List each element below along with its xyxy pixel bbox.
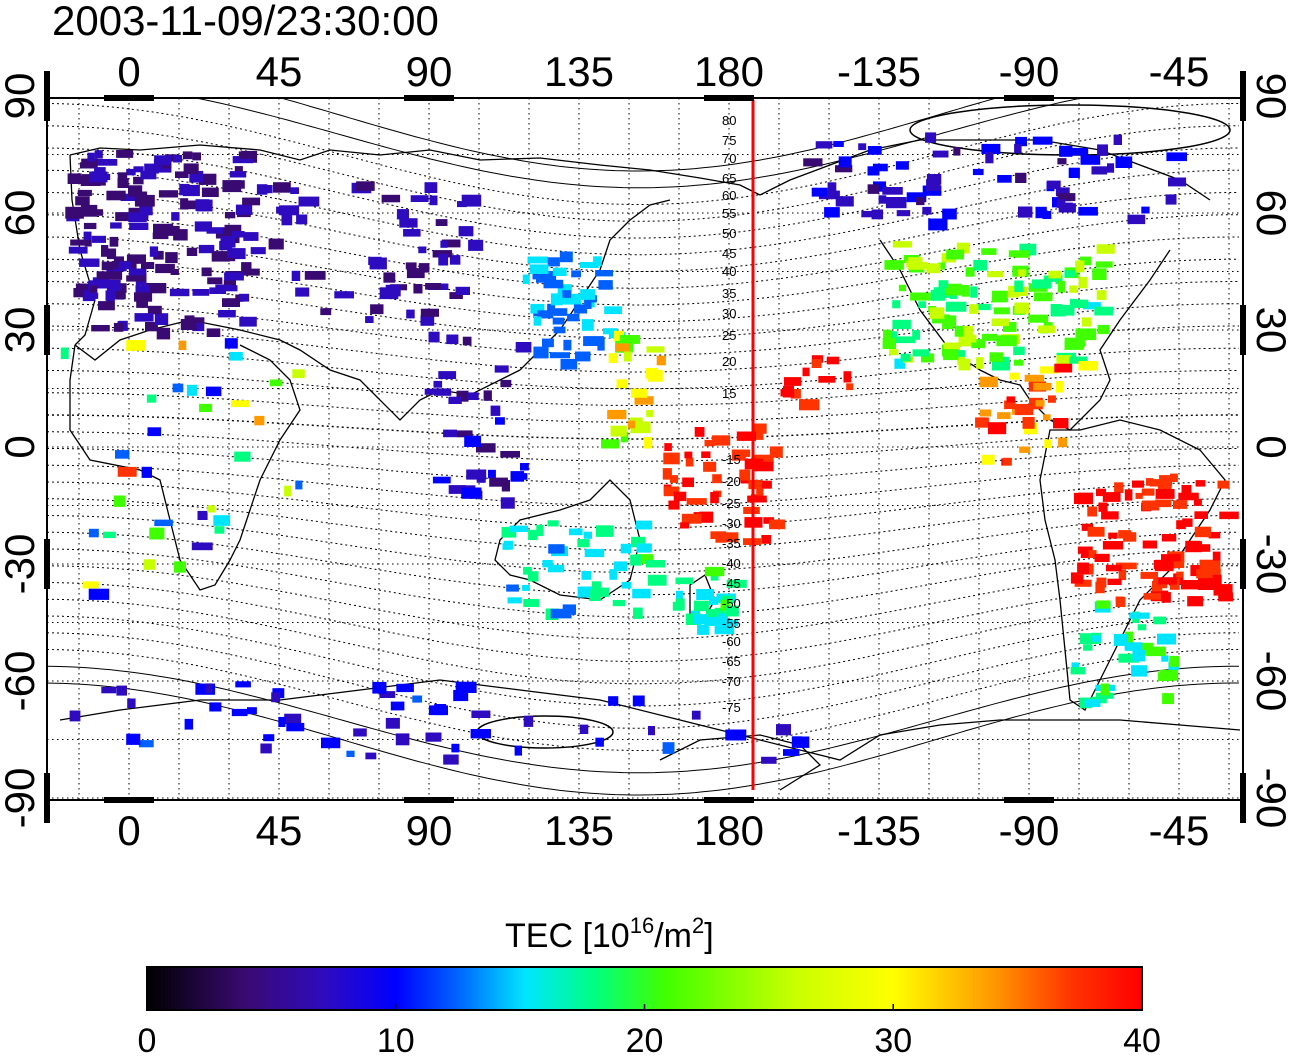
top-lon-label: 135 [544,48,614,95]
colorbar-tick-label: 30 [874,1022,912,1057]
magnetic-latitude-labels: 80 75 70 65 60 55 50 45 40 35 30 25 20 15 -15 -20 -25 -30… [722,113,741,715]
left-latitude-labels: 90 60 30 0 -30 -60 -90 [0,73,43,829]
bottom-lon-label: 45 [256,807,303,854]
mlat-label: -40 [722,556,741,571]
right-lat-label: -90 [1248,768,1292,829]
map-area: 80 75 70 65 60 55 50 45 40 35 30 25 20 15 -15 -20 -25 -30… [47,98,1243,800]
right-lat-label: 60 [1248,190,1292,237]
mlat-label: 45 [722,246,736,261]
mlat-label: 25 [722,328,736,343]
mlat-label: -55 [722,616,741,631]
map-frame-thick-ticks [44,71,1246,823]
timestamp-title: 2003-11-09/23:30:00 [52,0,439,44]
bottom-lon-label: -45 [1149,807,1210,854]
top-lon-label: 45 [256,48,303,95]
right-lat-label: 0 [1248,435,1292,458]
colorbar-tick-labels: 0 10 20 30 40 [138,1004,1161,1057]
top-lon-label: 0 [117,48,140,95]
left-lat-label: 90 [0,73,43,120]
bottom-lon-label: 0 [117,807,140,854]
mlat-label: 70 [722,151,736,166]
left-lat-label: 60 [0,190,43,237]
mlat-label: 15 [722,386,736,401]
left-lat-label: -90 [0,768,43,829]
mlat-label: 40 [722,264,736,279]
mlat-label: 75 [722,133,736,148]
top-lon-label: -90 [999,48,1060,95]
bottom-longitude-labels: 0 45 90 135 180 -135 -90 -45 [117,807,1209,854]
mlat-label: 65 [722,171,736,186]
mlat-label: -45 [722,576,741,591]
right-lat-label: -60 [1248,651,1292,712]
colorbar-tick-label: 40 [1123,1022,1161,1057]
mlat-label: -60 [722,634,741,649]
mlat-label: 60 [722,188,736,203]
mlat-label: 20 [722,354,736,369]
top-lon-label: -135 [837,48,921,95]
right-latitude-labels: 90 60 30 0 -30 -60 -90 [1248,73,1292,829]
right-lat-label: 30 [1248,307,1292,354]
top-longitude-labels: 0 45 90 135 180 -135 -90 -45 [117,48,1209,95]
mlat-label: -50 [722,596,741,611]
bottom-lon-label: 180 [694,807,764,854]
colorbar-title: TEC [1016/m2] [505,913,714,955]
mlat-label: -70 [722,674,741,689]
top-lon-label: -45 [1149,48,1210,95]
right-lat-label: -30 [1248,534,1292,595]
mlat-label: -20 [722,474,741,489]
magnetic-latitude-contours [47,98,1239,796]
bottom-lon-label: 135 [544,807,614,854]
top-lon-label: 90 [406,48,453,95]
mlat-label: -65 [722,654,741,669]
bottom-lon-label: 90 [406,807,453,854]
map-frame [46,97,1244,801]
colorbar-tick-label: 20 [626,1022,664,1057]
mlat-label: 50 [722,226,736,241]
mlat-label: 30 [722,306,736,321]
left-lat-label: -60 [0,651,43,712]
mlat-label: 80 [722,113,736,128]
left-lat-label: 30 [0,307,43,354]
bottom-lon-label: -135 [837,807,921,854]
top-lon-label: 180 [694,48,764,95]
mlat-label: 55 [722,206,736,221]
colorbar-tick-label: 10 [377,1022,415,1057]
coastlines [59,139,1241,791]
mlat-label: -15 [722,452,741,467]
mlat-label: -30 [722,516,741,531]
left-lat-label: 0 [0,435,43,458]
mlat-label: 35 [722,286,736,301]
colorbar [146,966,1143,1011]
tec-data-points [60,132,1239,765]
mlat-label: -35 [722,536,741,551]
mlat-label: -75 [722,700,741,715]
right-lat-label: 90 [1248,73,1292,120]
bottom-lon-label: -90 [999,807,1060,854]
colorbar-tick-label: 0 [138,1022,157,1057]
mlat-label: -25 [722,496,741,511]
left-lat-label: -30 [0,534,43,595]
